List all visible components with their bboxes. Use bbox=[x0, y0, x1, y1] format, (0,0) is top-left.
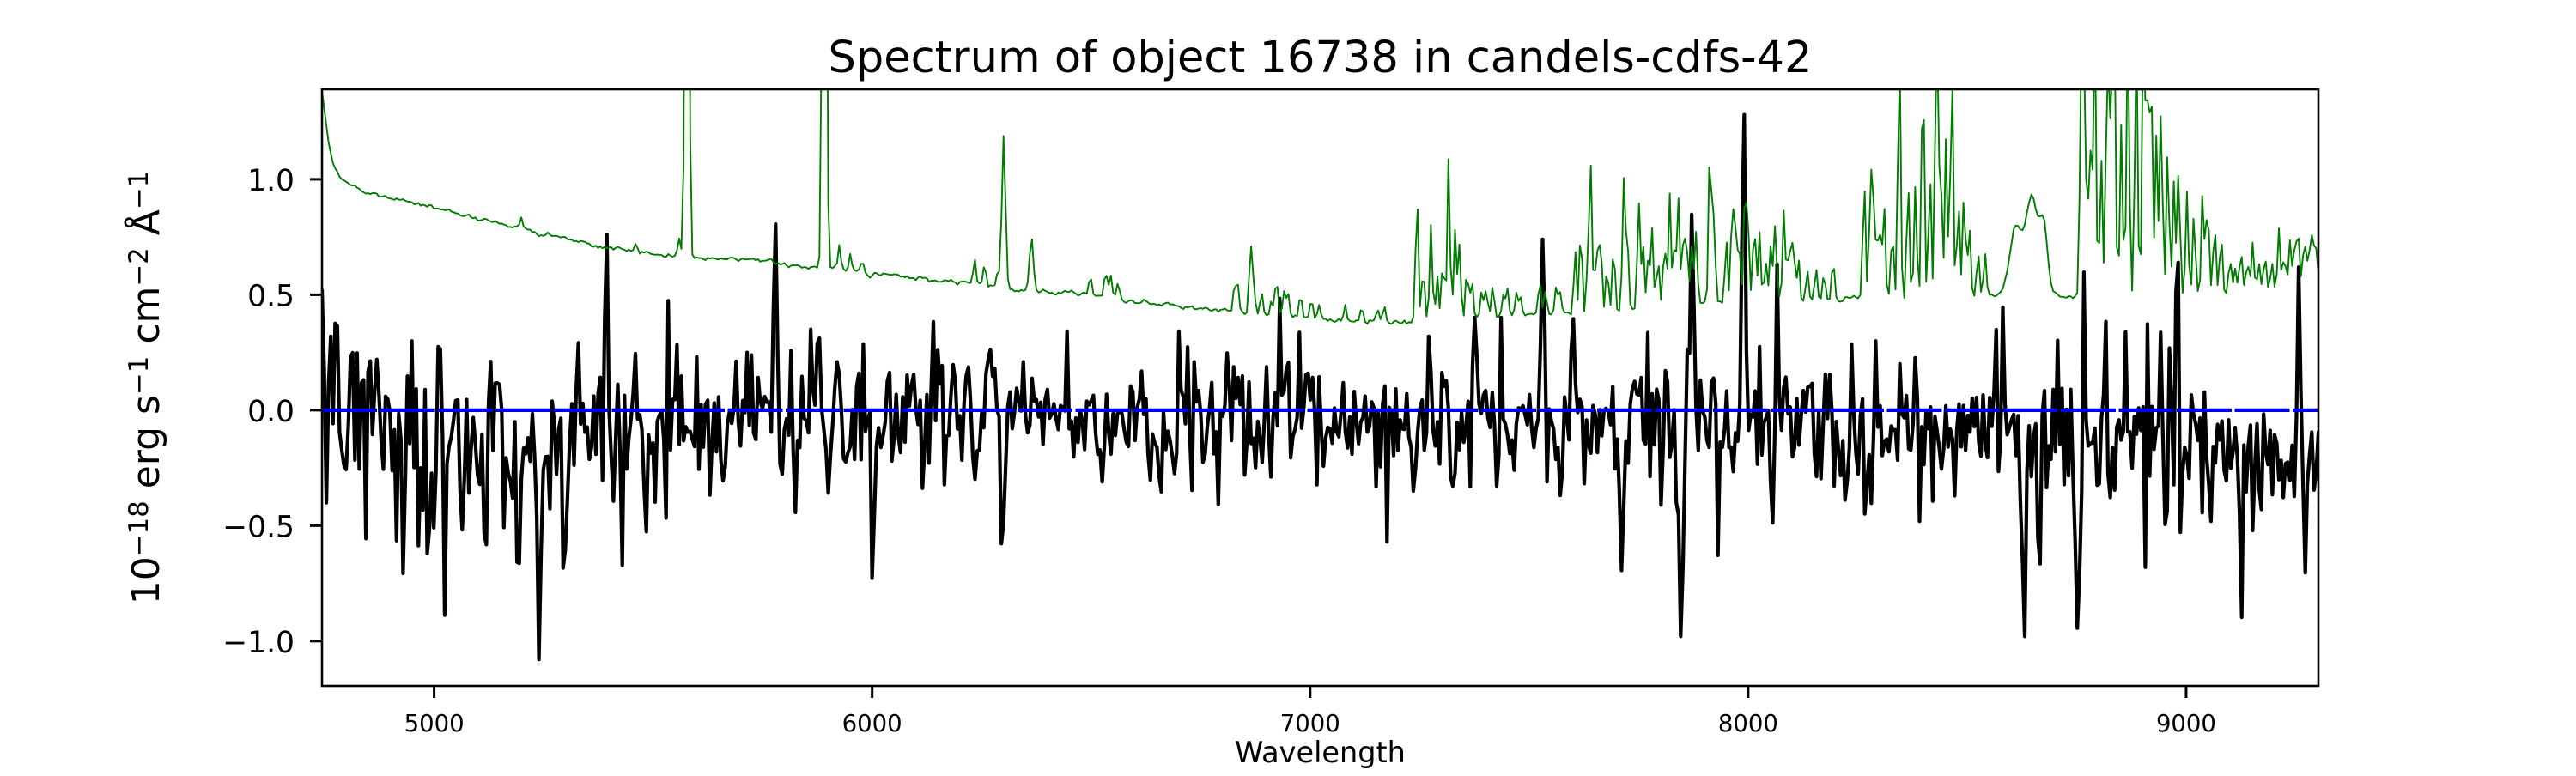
x-tick-label: 5000 bbox=[404, 710, 465, 737]
sky-noise-line bbox=[322, 89, 2318, 325]
x-tick-label: 8000 bbox=[1718, 710, 1778, 737]
flux-spectrum-line bbox=[322, 112, 2318, 662]
y-tick-label: 0.5 bbox=[247, 279, 295, 313]
x-tick-label: 9000 bbox=[2156, 710, 2216, 737]
x-axis-title: Wavelength bbox=[1235, 736, 1406, 769]
plot-curves bbox=[322, 89, 2318, 662]
y-tick-label: −0.5 bbox=[222, 510, 295, 544]
chart-title: Spectrum of object 16738 in candels-cdfs… bbox=[829, 33, 1813, 83]
x-axis-tick-labels: 5000 6000 7000 8000 9000 bbox=[404, 710, 2216, 737]
y-tick-label: −1.0 bbox=[222, 626, 295, 660]
y-axis-tick-labels: −1.0 −0.5 0.0 0.5 1.0 bbox=[222, 164, 295, 660]
y-axis-ticks bbox=[310, 178, 322, 643]
y-axis-title: 10−18 erg s−1 cm−2 Å−1 bbox=[123, 171, 168, 605]
y-tick-label: 0.0 bbox=[247, 395, 295, 429]
x-tick-label: 7000 bbox=[1280, 710, 1340, 737]
x-tick-label: 6000 bbox=[842, 710, 902, 737]
y-tick-label: 1.0 bbox=[247, 164, 295, 198]
plot-border bbox=[320, 88, 2320, 688]
x-axis-ticks bbox=[433, 686, 2188, 698]
